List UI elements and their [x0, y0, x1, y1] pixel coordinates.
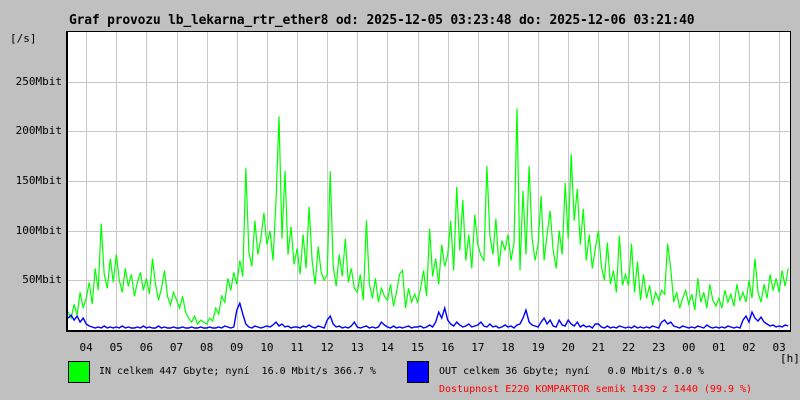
x-axis-tick-label: 19: [531, 341, 545, 354]
x-axis-tick-label: 00: [682, 341, 696, 354]
legend-out-label: OUT celkem 36 Gbyte; nyní 0.0 Mbit/s 0.0…: [439, 366, 704, 377]
legend-in-swatch: [68, 361, 90, 383]
y-axis-tick-label: 50Mbit: [22, 273, 62, 287]
graph-title: Graf provozu lb_lekarna_rtr_ether8 od: 2…: [69, 13, 695, 28]
traffic-chart: [68, 32, 790, 330]
x-axis-tick-label: 10: [260, 341, 274, 354]
x-axis-tick-label: 07: [169, 341, 184, 354]
y-axis-tick-label: 100Mbit: [15, 223, 62, 237]
x-axis-tick-label: 01: [712, 341, 726, 354]
x-axis-tick-label: 18: [501, 341, 515, 354]
x-axis-tick-label: 02: [742, 341, 756, 354]
x-axis-tick-label: 22: [621, 341, 636, 354]
x-axis-tick-label: 16: [441, 341, 455, 354]
x-axis-tick-label: 21: [591, 341, 605, 354]
legend-out-swatch: [407, 361, 429, 383]
plot-area: [66, 31, 791, 332]
x-axis-tick-label: 06: [139, 341, 154, 354]
legend-in-label: IN celkem 447 Gbyte; nyní 16.0 Mbit/s 36…: [99, 366, 376, 377]
x-axis-tick-label: 13: [350, 341, 364, 354]
x-axis-tick-label: 11: [290, 341, 304, 354]
in-series-line: [68, 108, 789, 326]
x-axis-tick-label: 17: [471, 341, 485, 354]
x-axis-tick-label: 23: [651, 341, 666, 354]
y-axis-tick-label: 250Mbit: [15, 74, 62, 88]
x-axis-tick-label: 03: [772, 341, 786, 354]
x-axis-tick-label: 04: [79, 341, 93, 354]
y-axis-tick-label: 150Mbit: [15, 174, 62, 187]
x-axis-tick-label: 20: [561, 341, 575, 354]
x-axis-tick-label: 09: [230, 341, 244, 354]
out-series-line: [68, 301, 789, 329]
availability-text: Dostupnost E220 KOMPAKTOR semik 1439 z 1…: [439, 384, 753, 395]
x-axis-unit-label: [h]: [780, 352, 800, 365]
x-axis-tick-label: 05: [109, 341, 123, 354]
x-axis-tick-label: 15: [410, 341, 425, 354]
x-axis-tick-label: 14: [380, 341, 395, 354]
y-axis-tick-label: 200Mbit: [15, 124, 62, 138]
y-axis-unit-label: [/s]: [10, 32, 37, 45]
x-axis-tick-label: 08: [200, 341, 214, 354]
x-axis-tick-label: 12: [320, 341, 334, 354]
